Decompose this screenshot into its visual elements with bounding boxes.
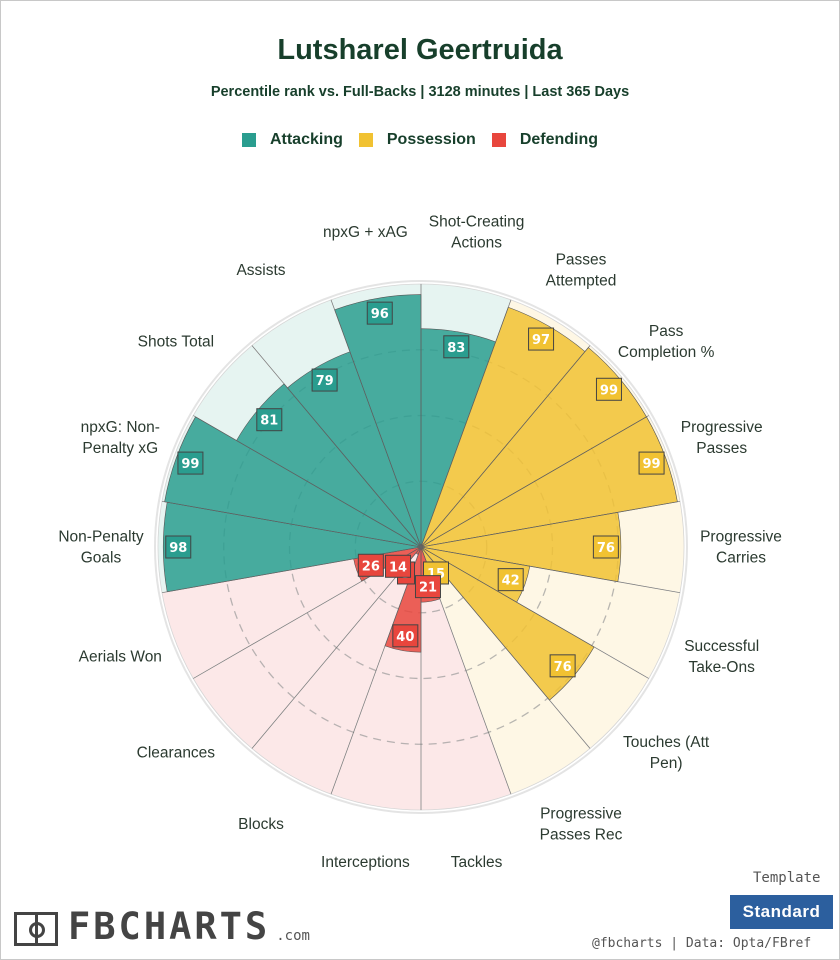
value-badge-assists: [311, 368, 338, 392]
category-label-tackles: Tackles: [451, 854, 503, 871]
category-label-aerials-won: Aerials Won: [79, 648, 162, 665]
value-label-assists: 79: [316, 374, 334, 389]
legend-swatch-attacking: [241, 133, 256, 147]
value-badge-passes-attempted: [528, 327, 555, 351]
spoke-18: [330, 299, 422, 548]
legend-label-defending: Defending: [519, 131, 599, 148]
category-label-shots-total: Shots Total: [138, 333, 214, 350]
value-badge-shot-creating-actions: [443, 335, 470, 359]
legend-item-defending: Defending: [491, 131, 599, 149]
value-label-npxg-non-penalty-xg: 99: [181, 457, 199, 472]
value-label-tackles: 21: [419, 581, 437, 596]
category-label-successful-take-ons: Successful Take-Ons: [684, 638, 759, 676]
value-label-progressive-passes: 99: [643, 457, 661, 472]
legend-item-attacking: Attacking: [241, 131, 343, 149]
category-label-progressive-passes-rec: Progressive Passes Rec: [540, 806, 623, 844]
chart-subtitle: Percentile rank vs. Full-Backs | 3128 mi…: [210, 84, 630, 100]
spoke-3: [420, 345, 591, 548]
value-badge-shots-total: [256, 408, 283, 432]
value-label-successful-take-ons: 42: [502, 574, 520, 589]
category-label-npxg-xag: npxG + xAG: [323, 224, 408, 241]
chart-title: Lutsharel Geertruida: [277, 34, 563, 66]
legend-item-possession: Possession: [358, 131, 476, 149]
category-label-pass-completion: Pass Completion %: [618, 323, 715, 361]
legend-label-possession: Possession: [386, 131, 476, 148]
category-label-progressive-carries: Progressive Carries: [700, 529, 782, 567]
legend-swatch-defending: [491, 133, 506, 147]
category-label-non-penalty-goals: Non-Penalty Goals: [58, 529, 144, 567]
value-label-pass-completion: 99: [600, 383, 618, 398]
category-label-progressive-passes: Progressive Passes: [681, 419, 763, 457]
value-badge-progressive-carries: [592, 535, 619, 559]
value-label-interceptions: 40: [396, 630, 414, 645]
spoke-17: [251, 345, 422, 548]
spoke-2: [420, 299, 512, 548]
value-badge-npxg-non-penalty-xg: [177, 451, 204, 475]
legend-swatch-possession: [358, 133, 373, 147]
value-badge-tackles: [414, 575, 441, 599]
brand-logo-group: FBCHARTS .com: [14, 908, 310, 946]
category-label-shot-creating-actions: Shot-Creating Actions: [429, 213, 525, 251]
value-badge-clearances: [385, 554, 412, 578]
value-label-non-penalty-goals: 98: [169, 541, 187, 556]
value-label-npxg-xag: 96: [371, 307, 389, 322]
pitch-icon: [14, 912, 58, 946]
template-label: Template: [753, 870, 821, 886]
spoke-7: [420, 546, 649, 679]
template-button[interactable]: Standard: [730, 895, 833, 929]
spoke-5: [420, 500, 681, 548]
value-badge-progressive-passes: [638, 451, 665, 475]
value-badge-touches-att-pen: [549, 654, 576, 678]
category-label-npxg-non-penalty-xg: npxG: Non-Penalty xG: [81, 419, 160, 457]
category-label-blocks: Blocks: [238, 816, 284, 833]
spoke-11: [330, 546, 422, 795]
spoke-6: [420, 546, 681, 594]
brand-name: FBCHARTS: [68, 905, 271, 948]
value-label-shot-creating-actions: 83: [447, 341, 465, 356]
value-badge-aerials-won: [357, 553, 384, 577]
outer-ring: [154, 280, 688, 814]
legend: Attacking Possession Defending: [0, 131, 840, 149]
spoke-8: [420, 546, 591, 749]
value-label-touches-att-pen: 76: [554, 660, 572, 675]
category-label-touches-att-pen: Touches (Att Pen): [623, 734, 710, 772]
value-label-progressive-carries: 76: [597, 541, 615, 556]
category-label-interceptions: Interceptions: [321, 854, 410, 871]
value-label-shots-total: 81: [260, 414, 278, 429]
spoke-12: [251, 546, 422, 749]
category-label-clearances: Clearances: [137, 745, 216, 762]
value-label-clearances: 14: [389, 560, 407, 575]
spoke-16: [193, 415, 422, 548]
legend-label-attacking: Attacking: [269, 131, 343, 148]
value-label-aerials-won: 26: [362, 559, 380, 574]
value-badge-npxg-xag: [366, 301, 393, 325]
category-label-assists: Assists: [236, 262, 285, 279]
brand-suffix: .com: [276, 928, 310, 944]
value-badge-successful-take-ons: [497, 568, 524, 592]
spoke-15: [161, 500, 422, 548]
spoke-4: [420, 415, 649, 548]
value-badge-non-penalty-goals: [165, 535, 192, 559]
category-label-passes-attempted: Passes Attempted: [546, 251, 617, 289]
value-label-passes-attempted: 97: [532, 333, 550, 348]
value-badge-pass-completion: [595, 377, 622, 401]
data-credit: @fbcharts | Data: Opta/FBref: [592, 936, 812, 951]
value-badge-interceptions: [392, 624, 419, 648]
